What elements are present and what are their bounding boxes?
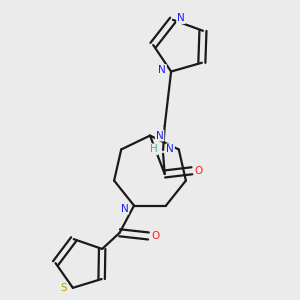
Text: S: S xyxy=(61,283,67,293)
Text: H: H xyxy=(150,144,158,154)
Text: N: N xyxy=(156,130,164,141)
Text: N: N xyxy=(166,144,174,154)
Text: N: N xyxy=(177,13,185,23)
Text: N: N xyxy=(121,204,128,214)
Text: O: O xyxy=(195,166,203,176)
Text: N: N xyxy=(158,65,166,75)
Text: O: O xyxy=(151,231,160,241)
